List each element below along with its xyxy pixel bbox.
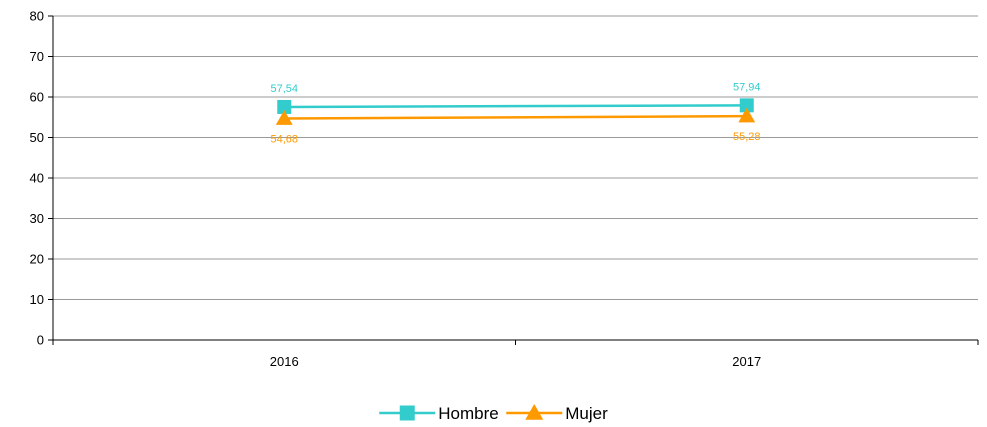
y-axis-ticks: 0 10 20 30 40 50 60 70 80 bbox=[30, 9, 53, 348]
gridlines bbox=[53, 15, 978, 300]
legend-label: Mujer bbox=[565, 404, 608, 423]
legend-marker bbox=[525, 404, 544, 420]
data-point-triangle bbox=[275, 110, 293, 125]
data-label: 57,94 bbox=[733, 81, 761, 93]
y-tick-label: 80 bbox=[30, 9, 44, 24]
y-tick-label: 10 bbox=[30, 292, 44, 307]
y-tick-label: 40 bbox=[30, 171, 44, 186]
y-tick-label: 60 bbox=[30, 90, 44, 105]
legend-item-hombre: Hombre bbox=[379, 404, 499, 423]
y-tick-label: 0 bbox=[37, 333, 44, 348]
legend-label: Hombre bbox=[438, 404, 498, 423]
data-point-triangle bbox=[738, 107, 756, 123]
legend-item-mujer: Mujer bbox=[506, 404, 608, 423]
x-axis-ticks: 2016 2017 bbox=[52, 340, 979, 369]
data-point-square bbox=[739, 98, 754, 113]
series-line bbox=[284, 114, 747, 120]
series-layer: 57,54 57,94 54,68 55,28 bbox=[270, 81, 760, 145]
data-label: 57,54 bbox=[270, 83, 298, 95]
y-tick-label: 20 bbox=[30, 252, 44, 267]
legend: Hombre Mujer bbox=[379, 404, 608, 423]
series-mujer: 54,68 55,28 bbox=[270, 107, 761, 146]
data-label: 55,28 bbox=[733, 131, 761, 143]
x-tick-label: 2016 bbox=[270, 354, 299, 369]
legend-marker bbox=[399, 405, 415, 421]
y-tick-label: 50 bbox=[30, 130, 44, 145]
series-line bbox=[284, 104, 747, 109]
series-hombre: 57,54 57,94 bbox=[270, 81, 761, 114]
y-tick-label: 30 bbox=[30, 211, 44, 226]
data-label: 54,68 bbox=[270, 134, 298, 146]
data-point-square bbox=[277, 99, 292, 114]
y-tick-label: 70 bbox=[30, 49, 44, 64]
x-tick-label: 2017 bbox=[732, 354, 761, 369]
